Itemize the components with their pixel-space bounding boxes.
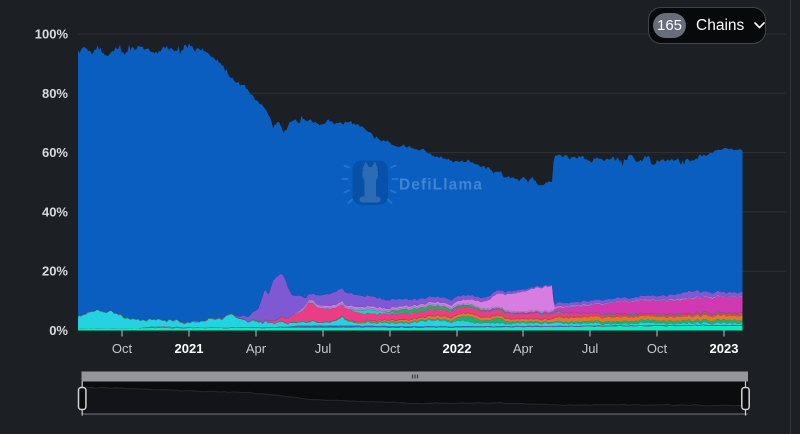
- svg-text:Jul: Jul: [315, 341, 332, 356]
- svg-text:2022: 2022: [443, 341, 472, 356]
- svg-text:Apr: Apr: [513, 341, 534, 356]
- svg-text:40%: 40%: [42, 204, 68, 219]
- svg-text:100%: 100%: [35, 27, 69, 42]
- svg-text:Oct: Oct: [647, 341, 668, 356]
- svg-text:Oct: Oct: [380, 341, 401, 356]
- svg-text:DefiLlama: DefiLlama: [399, 177, 483, 194]
- svg-text:2021: 2021: [175, 341, 204, 356]
- svg-text:2023: 2023: [710, 341, 739, 356]
- svg-text:Oct: Oct: [112, 341, 133, 356]
- svg-text:Jul: Jul: [582, 341, 599, 356]
- svg-text:20%: 20%: [42, 264, 68, 279]
- svg-text:Apr: Apr: [246, 341, 267, 356]
- svg-text:60%: 60%: [42, 145, 68, 160]
- svg-text:0%: 0%: [49, 323, 68, 338]
- svg-text:80%: 80%: [42, 86, 68, 101]
